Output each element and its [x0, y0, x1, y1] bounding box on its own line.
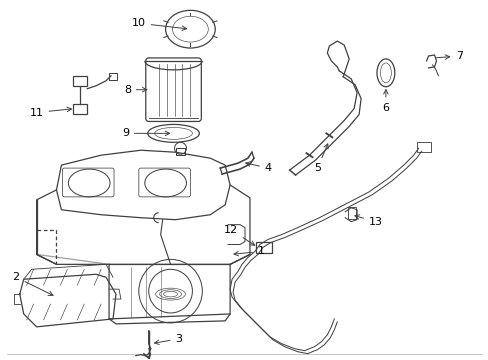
- Text: 8: 8: [123, 85, 146, 95]
- Text: 11: 11: [29, 107, 71, 117]
- Text: 3: 3: [154, 334, 182, 345]
- Text: 1: 1: [233, 247, 264, 256]
- Text: 6: 6: [382, 90, 388, 113]
- Text: 7: 7: [435, 51, 463, 61]
- Text: 4: 4: [245, 162, 271, 173]
- Bar: [347, 207, 355, 219]
- Bar: [73, 76, 87, 86]
- Bar: [109, 73, 117, 80]
- Text: 2: 2: [13, 272, 53, 296]
- Text: 9: 9: [122, 129, 169, 138]
- Bar: [416, 142, 429, 152]
- Text: 12: 12: [224, 225, 254, 245]
- Text: 10: 10: [131, 18, 186, 31]
- Bar: [73, 104, 87, 113]
- Bar: [255, 242, 271, 253]
- Text: 13: 13: [354, 215, 382, 227]
- Text: 5: 5: [313, 144, 327, 173]
